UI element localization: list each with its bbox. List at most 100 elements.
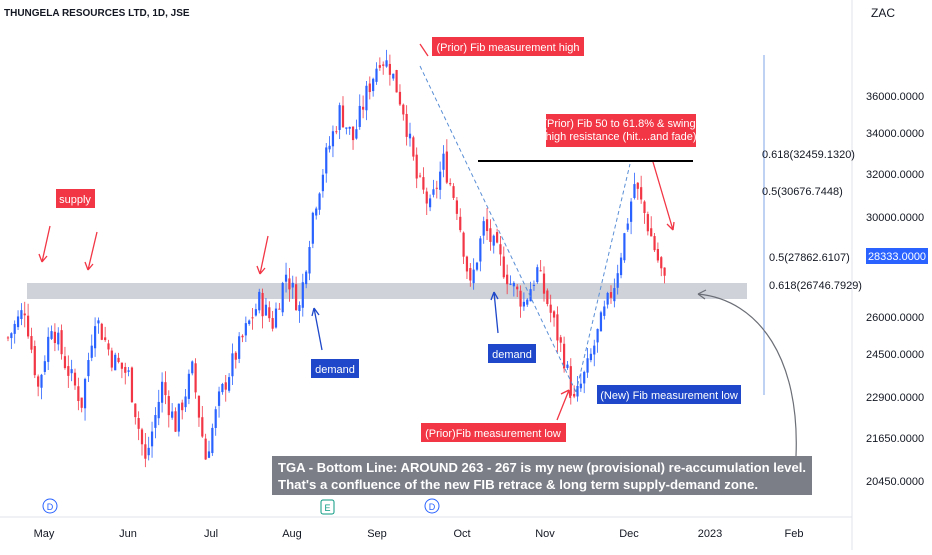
candle-body (94, 326, 97, 349)
new-fib-dashed-line (575, 163, 631, 393)
candle-body (455, 200, 458, 214)
candle-body (104, 337, 107, 341)
time-tick-label: Jul (204, 528, 218, 540)
svg-text:D: D (429, 502, 436, 512)
candle-body (204, 438, 207, 460)
candle-body (650, 228, 653, 237)
candle-body (70, 369, 73, 374)
candle-body (298, 305, 301, 312)
candle-body (311, 212, 314, 244)
candle-body (184, 396, 187, 408)
candle-body (325, 147, 328, 174)
candle-body (415, 154, 418, 179)
candle-body (586, 358, 589, 373)
candle-body (97, 320, 100, 324)
candle-body (30, 336, 33, 350)
fib-high-label-box (432, 37, 584, 56)
candle-body (616, 273, 619, 288)
candle-body (244, 323, 247, 336)
candle-body (439, 171, 442, 190)
candle-body (315, 208, 318, 216)
candle-body (362, 106, 365, 110)
bottom-line-text-2: That's a confluence of the new FIB retra… (278, 477, 758, 492)
candle-body (254, 309, 257, 316)
fib-label-old-0618: 0.618(26746.7929) (769, 280, 862, 292)
time-tick-label: Sep (367, 528, 387, 540)
candle-body (573, 393, 576, 397)
candle-body (569, 366, 572, 396)
candle-body (341, 105, 345, 128)
candle-body (207, 451, 211, 458)
candle-body (174, 411, 177, 432)
candle-body (33, 346, 36, 376)
candle-body (365, 85, 368, 111)
prior-fib-dashed-line (419, 65, 577, 393)
candle-body (506, 274, 509, 285)
candle-body (27, 315, 30, 337)
candle-body (398, 91, 402, 105)
prior-low-arrow (556, 389, 571, 421)
candle-body (258, 291, 261, 311)
demand-mid-label: demand (492, 349, 532, 361)
candle-body (43, 361, 46, 372)
current-price-badge (866, 248, 928, 264)
candle-body (496, 232, 499, 243)
candle-body (375, 68, 378, 82)
svg-text:E: E (324, 503, 330, 513)
time-axis[interactable]: May Jun Jul Aug Sep Oct Nov Dec 2023 Feb (34, 528, 804, 540)
fib-high-label: (Prior) Fib measurement high (436, 42, 579, 54)
candle-body (556, 314, 559, 341)
price-tick-label: 36000.0000 (866, 91, 924, 103)
candle-body (623, 233, 626, 261)
currency-label: ZAC (871, 6, 895, 20)
time-tick-label: Aug (282, 528, 302, 540)
candle-body (576, 385, 579, 397)
prior-fib-low-label: (Prior)Fib measurement low (425, 428, 561, 440)
candle-body (425, 191, 428, 204)
demand-arrow-mid (490, 291, 499, 334)
candle-body (432, 189, 435, 195)
candle-body (164, 382, 167, 396)
price-tick-label: 34000.0000 (866, 128, 924, 140)
event-marker-earnings[interactable]: E (320, 499, 335, 515)
demand-arrow-left (311, 307, 323, 351)
bottom-line-text-1: TGA - Bottom Line: AROUND 263 - 267 is m… (278, 460, 806, 475)
symbol-title: THUNGELA RESOURCES LTD, 1D, JSE (4, 8, 190, 19)
candle-body (150, 431, 154, 447)
candle-body (636, 182, 639, 189)
supply-label: supply (59, 194, 91, 206)
candle-body (382, 64, 385, 66)
candle-body (191, 361, 194, 374)
candle-body (90, 345, 93, 358)
candle-body (603, 306, 606, 316)
supply-arrow-3 (256, 235, 269, 275)
candle-body (114, 354, 117, 371)
candle-body (318, 193, 321, 210)
candle-body (187, 373, 190, 399)
candle-body (422, 177, 425, 190)
candle-body (291, 282, 294, 288)
candle-body (355, 129, 358, 139)
candle-body (549, 304, 552, 313)
candle-body (161, 381, 164, 403)
candle-body (643, 201, 646, 213)
fib-retrace-label-box (546, 114, 696, 147)
candle-body (284, 274, 288, 282)
candle-body (479, 238, 482, 262)
candle-body (395, 70, 398, 93)
candle-body (351, 126, 355, 141)
candle-body (144, 444, 147, 459)
candle-body (181, 402, 184, 411)
price-tick-label: 22900.0000 (866, 392, 924, 404)
candle-body (67, 366, 70, 376)
event-marker-dividend-1[interactable]: D (42, 498, 58, 514)
candle-body (345, 127, 348, 129)
candle-body (251, 317, 254, 319)
price-axis[interactable]: 36000.0000 34000.0000 32000.0000 30000.0000… (866, 91, 924, 488)
candle-body (472, 269, 475, 284)
event-marker-dividend-2[interactable]: D (424, 498, 440, 514)
time-tick-label: Feb (785, 528, 804, 540)
candle-body (137, 418, 140, 429)
candle-body (626, 223, 629, 230)
